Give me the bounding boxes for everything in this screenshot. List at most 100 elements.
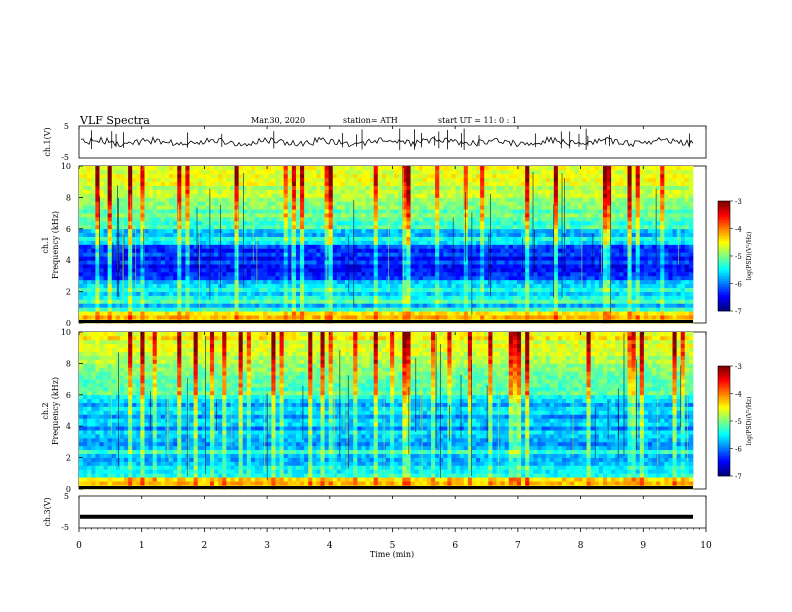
spectrogram-cell xyxy=(422,177,428,183)
spectrogram-cell xyxy=(177,240,182,245)
spectrogram-cell xyxy=(312,260,317,265)
spectrogram-cell xyxy=(79,177,84,183)
spectrogram-cell xyxy=(87,185,92,190)
spectrogram-cell xyxy=(467,271,473,277)
spectrogram-cell xyxy=(418,264,424,269)
spectrogram-cell xyxy=(484,189,489,194)
spectrogram-cell xyxy=(504,291,510,296)
spectrogram-cell xyxy=(455,236,461,241)
spectrogram-cell xyxy=(185,236,190,241)
spectrogram-cell xyxy=(537,220,542,226)
spectrogram-cell xyxy=(226,244,231,249)
spectrogram-cell xyxy=(156,185,162,190)
spectrogram-cell xyxy=(181,303,186,308)
spectrogram-cell xyxy=(557,264,563,269)
spectrogram-cell xyxy=(365,220,370,226)
spectrogram-cell xyxy=(410,236,415,241)
spectrogram-cell xyxy=(578,177,583,183)
spectrogram-cell xyxy=(492,181,497,186)
spectrogram-cell xyxy=(91,303,96,308)
spectrogram-cell xyxy=(496,217,501,222)
spectrogram-cell xyxy=(418,315,424,320)
spectrogram-cell xyxy=(578,185,583,190)
spectrogram-cell xyxy=(136,307,141,312)
spectrogram-cell xyxy=(201,256,207,261)
spectrogram-cell xyxy=(316,197,321,202)
spectrogram-cell xyxy=(308,299,313,304)
spectrogram-cell xyxy=(373,244,379,249)
spectrogram-cell xyxy=(234,166,239,171)
spectrogram-cell xyxy=(381,193,387,198)
spectrogram-cell xyxy=(414,244,420,249)
spectrogram-cell xyxy=(222,177,227,183)
spectrogram-cell xyxy=(414,291,420,296)
spectrogram-cell xyxy=(185,240,190,245)
spectrogram-cell xyxy=(398,217,403,222)
spectrogram-cell xyxy=(140,264,145,269)
spectrogram-cell xyxy=(267,213,272,218)
spectrogram-cell xyxy=(300,252,305,257)
spectrogram-cell xyxy=(521,244,526,249)
ch1-waveform-trace xyxy=(80,135,694,148)
spectrogram-cell xyxy=(234,287,239,292)
spectrogram-cell xyxy=(496,271,501,277)
spectrogram-cell xyxy=(156,240,162,245)
spectrogram-cell xyxy=(426,240,432,245)
spectrogram-cell xyxy=(185,189,190,194)
spectrogram-cell xyxy=(386,315,391,320)
spectrogram-cell xyxy=(148,240,154,245)
spectrogram-cell xyxy=(439,256,444,261)
spectrogram-cell xyxy=(435,197,440,202)
spectrogram-cell xyxy=(218,299,223,304)
spectrogram-cell xyxy=(529,295,534,300)
spectrogram-cell xyxy=(439,303,444,308)
spectrogram-cell xyxy=(320,193,325,198)
spectrogram-cell xyxy=(525,252,530,257)
spectrogram-cell xyxy=(336,256,342,261)
spectrogram-cell xyxy=(107,240,113,245)
spectrogram-cell xyxy=(373,287,379,292)
spectrogram-cell xyxy=(545,271,551,277)
spectrogram-cell xyxy=(496,224,501,230)
spectrogram-cell xyxy=(435,177,440,183)
spectrogram-cell xyxy=(410,185,415,190)
spectrogram-cell xyxy=(91,295,96,300)
spectrogram-cell xyxy=(459,279,465,285)
spectrogram-cell xyxy=(156,295,162,300)
spectrogram-cell xyxy=(160,205,166,210)
spectrogram-cell xyxy=(476,193,481,198)
spectrogram-cell xyxy=(300,173,305,179)
spectrogram-cell xyxy=(537,260,542,265)
spectrogram-cell xyxy=(312,232,317,237)
spectrogram-cell xyxy=(451,244,456,249)
spectrogram-cell xyxy=(545,224,551,230)
spectrogram-cell xyxy=(562,311,567,316)
spectrogram-cell xyxy=(316,275,321,281)
spectrogram-cell xyxy=(250,264,256,269)
spectrogram-cell xyxy=(193,307,199,312)
spectrogram-cell xyxy=(484,295,489,300)
spectrogram-cell xyxy=(332,177,338,183)
spectrogram-cell xyxy=(426,185,432,190)
spectrogram-cell xyxy=(508,283,514,289)
spectrogram-cell xyxy=(79,220,84,226)
spectrogram-cell xyxy=(435,189,440,194)
spectrogram-cell xyxy=(373,228,379,234)
spectrogram-cell xyxy=(250,283,256,289)
spectrogram-cell xyxy=(164,271,170,277)
spectrogram-cell xyxy=(316,193,321,198)
spectrogram-cell xyxy=(79,248,84,253)
spectrogram-cell xyxy=(214,224,219,230)
spectrogram-cell xyxy=(533,185,538,190)
spectrogram-cell xyxy=(480,315,485,320)
spectrogram-cell xyxy=(471,209,477,214)
spectrogram-cell xyxy=(238,209,244,214)
spectrogram-cell xyxy=(369,177,375,183)
spectrogram-cell xyxy=(197,287,203,292)
spectrogram-cell xyxy=(500,311,506,316)
spectrogram-cell xyxy=(398,240,403,245)
spectrogram-cell xyxy=(246,209,252,214)
spectrogram-cell xyxy=(435,236,440,241)
spectrogram-cell xyxy=(308,213,313,218)
spectrogram-cell xyxy=(205,295,211,300)
